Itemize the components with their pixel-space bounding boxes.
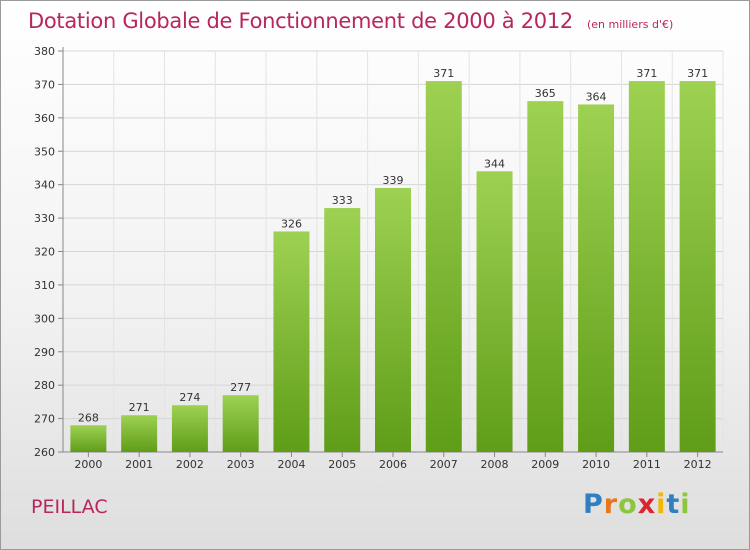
bar-value-label: 344 [484, 157, 505, 170]
x-tick-label: 2008 [481, 458, 509, 471]
y-tick-label: 280 [34, 379, 55, 392]
bar-value-label: 371 [433, 67, 454, 80]
bar-value-label: 326 [281, 217, 302, 230]
bar [375, 188, 411, 452]
data-labels: 268 271 274 277 326 333 339 371 344 365 364 371 371 [78, 67, 708, 424]
bar-value-label: 371 [687, 67, 708, 80]
y-tick-label: 380 [34, 45, 55, 58]
y-tick-label: 340 [34, 179, 55, 192]
y-tick-label: 370 [34, 78, 55, 91]
logo-letter: t [666, 489, 681, 520]
bar [121, 415, 158, 452]
x-tick-label: 2004 [277, 458, 305, 471]
x-tick-label: 2007 [430, 458, 458, 471]
logo-letter: r [603, 489, 619, 520]
x-tick-label: 2000 [74, 458, 102, 471]
commune-name: PEILLAC [31, 496, 108, 518]
y-tick-label: 320 [34, 246, 55, 259]
bar [578, 104, 615, 452]
x-tick-label: 2010 [582, 458, 610, 471]
logo-letter: P [583, 489, 604, 520]
proxiti-logo: Proxiti [583, 489, 691, 520]
logo-letter: i [680, 489, 691, 520]
logo-letter: x [637, 489, 657, 520]
bar-value-label: 333 [332, 194, 353, 207]
bar [679, 81, 716, 452]
x-tick-label: 2011 [633, 458, 661, 471]
y-tick-label: 360 [34, 112, 55, 125]
bar [425, 81, 462, 452]
y-tick-label: 310 [34, 279, 55, 292]
bar [273, 231, 310, 452]
bar [171, 405, 208, 452]
bar-value-label: 268 [78, 411, 99, 424]
bars [70, 81, 716, 453]
bar-value-label: 274 [179, 391, 200, 404]
bar [628, 81, 665, 452]
x-tick-label: 2001 [125, 458, 153, 471]
y-tick-label: 300 [34, 312, 55, 325]
chart-title-text: Dotation Globale de Fonctionnement de 20… [28, 9, 573, 33]
x-tick-label: 2006 [379, 458, 407, 471]
bar [527, 101, 564, 452]
bar [476, 171, 513, 453]
x-tick-label: 2003 [227, 458, 255, 471]
bar-value-label: 339 [383, 174, 404, 187]
bar [222, 395, 259, 452]
bar-value-label: 271 [129, 401, 150, 414]
bar-value-label: 365 [535, 87, 556, 100]
bar-value-label: 364 [586, 90, 607, 103]
bar-value-label: 277 [230, 381, 251, 394]
y-tick-label: 350 [34, 145, 55, 158]
x-tick-label: 2012 [684, 458, 712, 471]
y-tick-label: 330 [34, 212, 55, 225]
bar [70, 425, 107, 452]
chart-title: Dotation Globale de Fonctionnement de 20… [28, 9, 673, 33]
bar [324, 208, 361, 452]
x-tick-label: 2002 [176, 458, 204, 471]
y-tick-label: 270 [34, 413, 55, 426]
y-tick-label: 290 [34, 346, 55, 359]
bar-value-label: 371 [636, 67, 657, 80]
logo-letter: o [618, 489, 638, 520]
x-tick-label: 2005 [328, 458, 356, 471]
logo-letter: i [656, 489, 667, 520]
chart-unit: (en milliers d'€) [586, 18, 674, 31]
y-tick-label: 260 [34, 446, 55, 459]
x-tick-label: 2009 [531, 458, 559, 471]
